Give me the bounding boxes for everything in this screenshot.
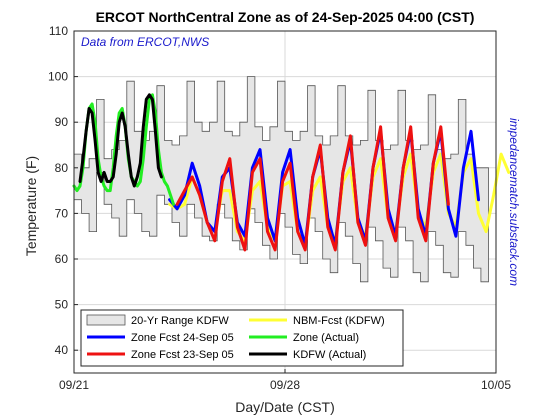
legend: 20-Yr Range KDFW Zone Fcst 24-Sep 05 Zone … [80, 309, 404, 367]
side-annotation: impedancematch.substack.com [507, 118, 521, 286]
y-tick-label: 80 [55, 161, 69, 175]
y-tick-label: 60 [55, 252, 69, 266]
plot-area: 40 50 60 70 80 90 100 110 09/21 09/28 10/05 Data fr… [48, 24, 521, 392]
x-tick-label: 09/21 [59, 378, 89, 392]
y-tick-label: 110 [49, 24, 68, 38]
legend-label: Zone (Actual) [293, 332, 359, 344]
series-line-kdfw-actual [78, 93, 163, 188]
legend-label: 20-Yr Range KDFW [131, 315, 229, 327]
source-annotation: Data from ERCOT,NWS [81, 35, 209, 49]
y-tick-label: 100 [48, 70, 68, 84]
legend-box [80, 309, 404, 367]
chart-title: ERCOT NorthCentral Zone as of 24-Sep-202… [96, 9, 475, 25]
legend-label: Zone Fcst 24-Sep 05 [131, 332, 234, 344]
x-tick-label: 09/28 [270, 378, 300, 392]
x-axis-label: Day/Date (CST) [235, 399, 335, 415]
legend-label: Zone Fcst 23-Sep 05 [131, 349, 234, 361]
series-line-zone-fcst-23-sep-05 [175, 125, 450, 252]
legend-label: NBM-Fcst (KDFW) [293, 315, 385, 327]
x-tick-label: 10/05 [481, 378, 511, 392]
legend-label: KDFW (Actual) [293, 349, 366, 361]
y-axis-label: Temperature (F) [23, 156, 39, 256]
y-tick-label: 90 [55, 115, 69, 129]
legend-swatch-range [86, 314, 126, 326]
y-tick-label: 40 [55, 343, 69, 357]
y-tick-label: 70 [55, 206, 69, 220]
y-tick-label: 50 [55, 298, 69, 312]
